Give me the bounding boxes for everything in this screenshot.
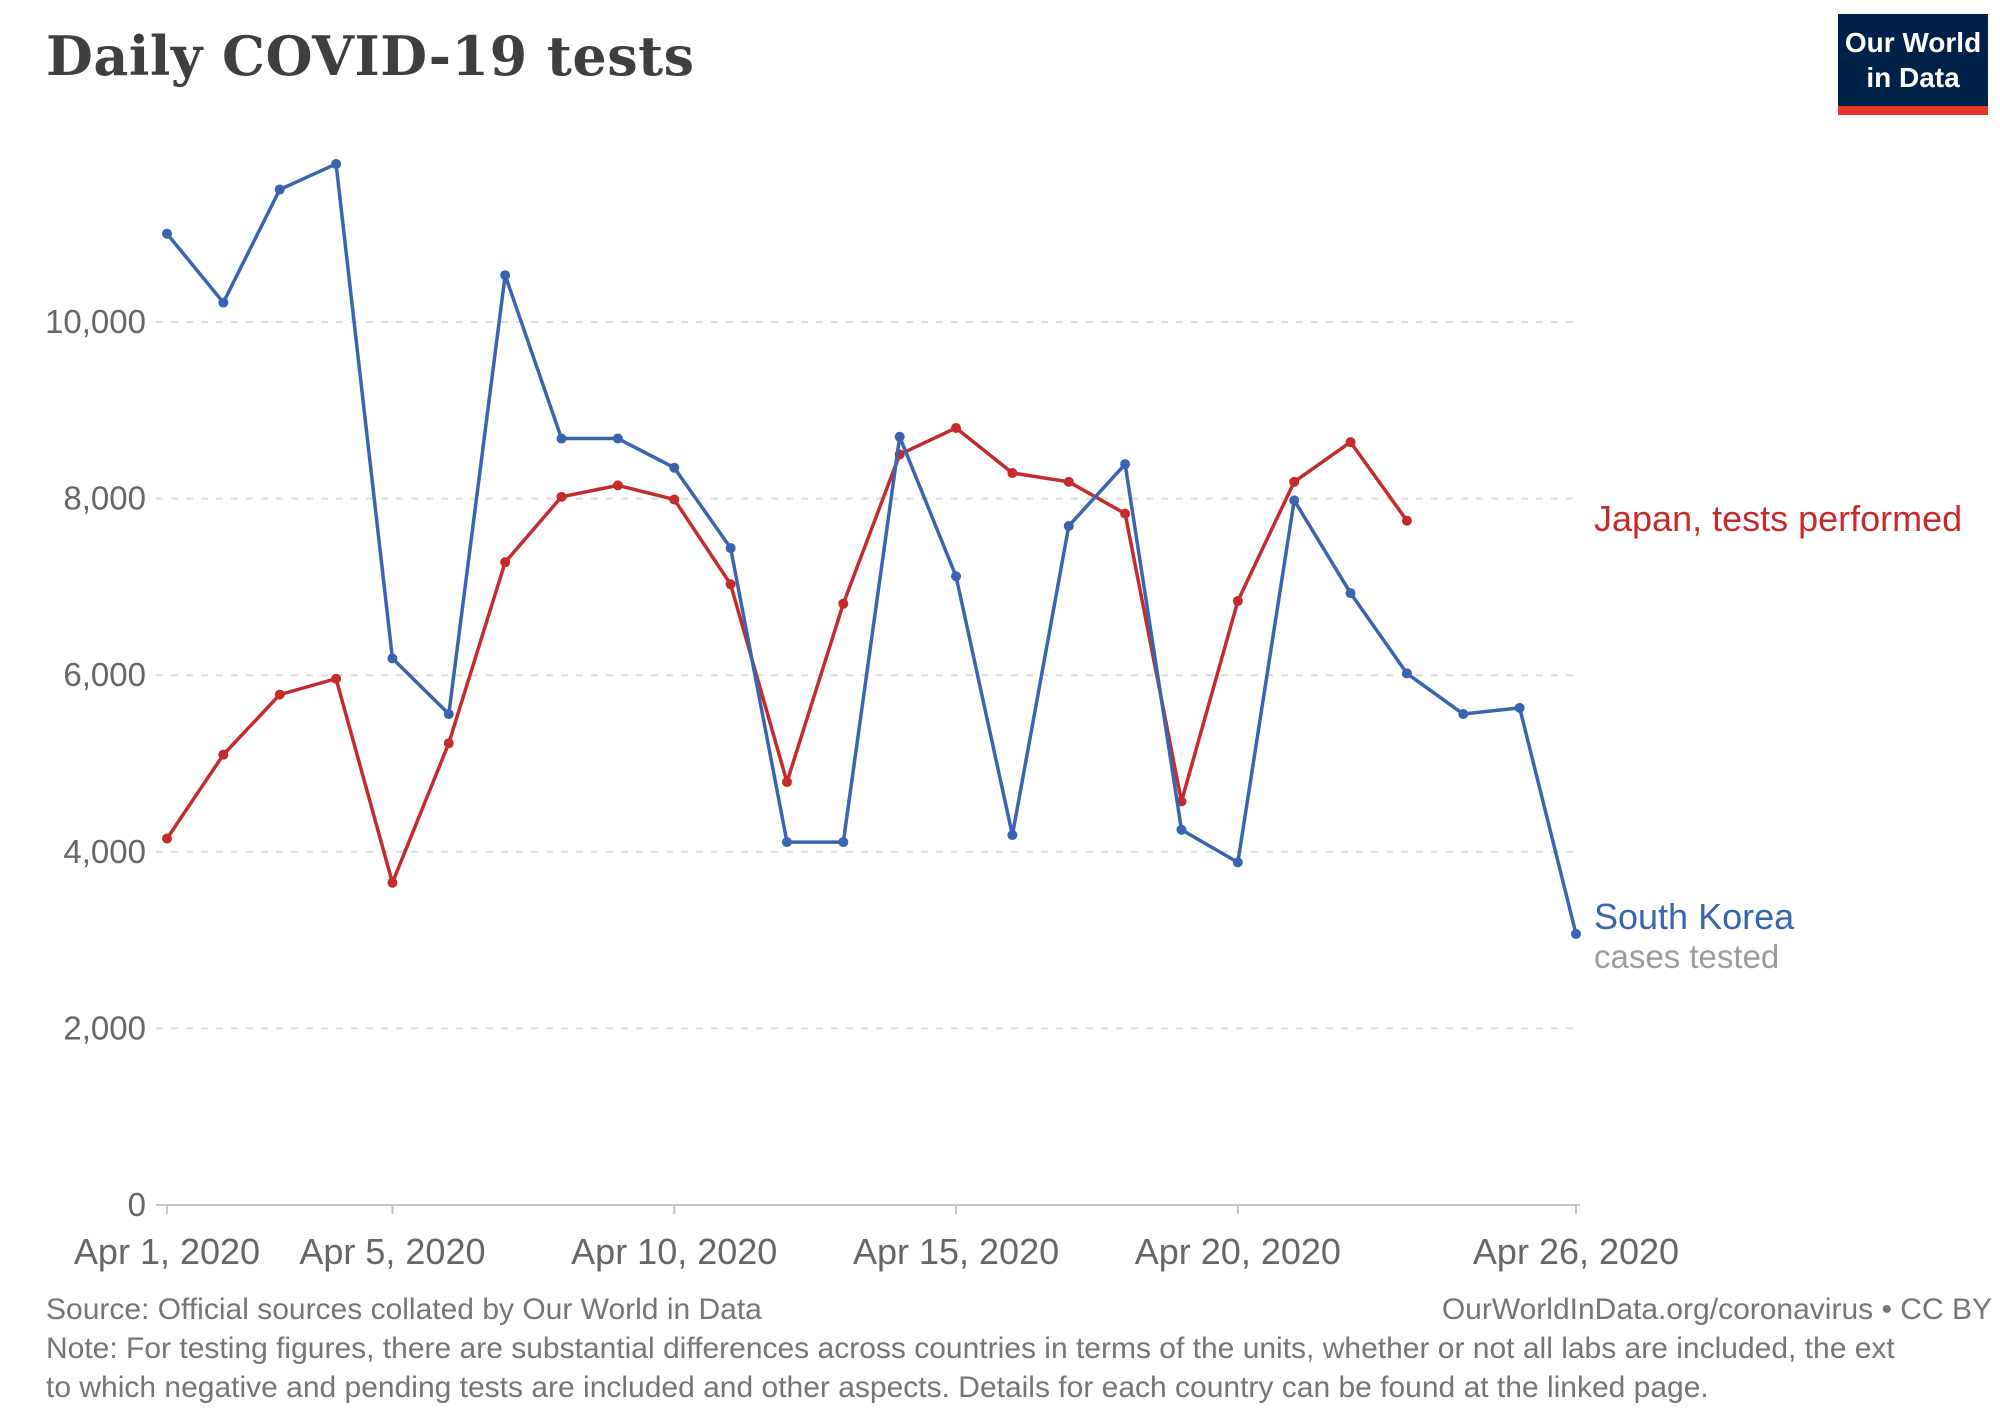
data-point-japan[interactable] [1063, 476, 1074, 487]
data-point-south-korea[interactable] [1176, 824, 1187, 835]
series-line-south-korea [165, 162, 1578, 936]
data-point-south-korea[interactable] [838, 837, 849, 848]
data-point-japan[interactable] [218, 749, 229, 760]
owid-logo-line1: Our World [1844, 27, 1982, 58]
footer-row: Source: Official sources collated by Our… [46, 1290, 2000, 1329]
data-point-japan[interactable] [1007, 467, 1018, 478]
x-axis-label: Apr 15, 2020 [853, 1231, 1059, 1272]
data-point-south-korea[interactable] [1120, 459, 1131, 470]
data-point-south-korea[interactable] [781, 837, 792, 848]
data-point-south-korea[interactable] [951, 571, 962, 582]
data-point-japan[interactable] [1120, 508, 1131, 519]
data-point-japan[interactable] [162, 833, 172, 844]
data-point-south-korea[interactable] [1514, 702, 1525, 713]
data-point-japan[interactable] [781, 777, 792, 788]
data-point-south-korea[interactable] [669, 462, 680, 473]
y-axis-label: 0 [128, 1186, 146, 1223]
data-point-south-korea[interactable] [1345, 588, 1356, 599]
data-point-south-korea[interactable] [1571, 928, 1581, 939]
owid-logo-line2: in Data [1866, 62, 1960, 93]
data-point-japan[interactable] [1289, 476, 1300, 487]
x-axis-label: Apr 20, 2020 [1135, 1231, 1341, 1272]
data-point-south-korea[interactable] [556, 433, 567, 444]
data-point-south-korea[interactable] [1289, 495, 1300, 506]
y-axis-label: 6,000 [63, 656, 146, 693]
x-axis-label: Apr 1, 2020 [74, 1231, 260, 1272]
data-point-japan[interactable] [669, 494, 680, 505]
data-point-japan[interactable] [387, 877, 398, 888]
data-point-south-korea[interactable] [1232, 857, 1243, 868]
data-point-japan[interactable] [443, 738, 454, 749]
data-point-japan[interactable] [274, 689, 285, 700]
data-point-japan[interactable] [556, 491, 567, 502]
data-point-south-korea[interactable] [387, 653, 398, 664]
owid-logo[interactable]: Our World in Data [1838, 14, 1988, 115]
data-point-south-korea[interactable] [443, 709, 454, 720]
data-point-japan[interactable] [331, 673, 342, 684]
data-point-japan[interactable] [500, 557, 511, 568]
y-axis-label: 10,000 [45, 303, 146, 340]
data-point-japan[interactable] [1345, 437, 1356, 448]
y-axis-label: 4,000 [63, 833, 146, 870]
data-point-japan[interactable] [838, 598, 849, 609]
data-point-south-korea[interactable] [612, 433, 623, 444]
data-point-south-korea[interactable] [274, 184, 285, 195]
korea-series-sublabel: cases tested [1594, 938, 1780, 975]
note-line-1: Note: For testing figures, there are sub… [46, 1332, 1895, 1365]
data-point-south-korea[interactable] [1063, 520, 1074, 531]
data-point-south-korea[interactable] [162, 228, 172, 239]
data-point-japan[interactable] [612, 480, 623, 491]
note-line-2: to which negative and pending tests are … [46, 1371, 1709, 1404]
data-point-south-korea[interactable] [894, 431, 905, 442]
x-axis-label: Apr 5, 2020 [299, 1231, 485, 1272]
data-point-japan[interactable] [951, 422, 962, 433]
series-line-japan [165, 426, 1409, 885]
data-point-south-korea[interactable] [1401, 668, 1412, 679]
data-point-south-korea[interactable] [331, 158, 342, 169]
japan-series-label: Japan, tests performed [1594, 498, 1963, 539]
page-title: Daily COVID-19 tests [46, 24, 695, 88]
x-axis-label: Apr 26, 2020 [1473, 1231, 1679, 1272]
data-point-south-korea[interactable] [218, 297, 229, 308]
data-point-japan[interactable] [725, 579, 736, 590]
y-axis-label: 8,000 [63, 480, 146, 517]
data-point-south-korea[interactable] [725, 543, 736, 554]
data-point-south-korea[interactable] [500, 270, 511, 281]
korea-series-label: South Korea [1594, 896, 1795, 937]
data-point-japan[interactable] [1232, 596, 1243, 607]
data-point-south-korea[interactable] [1458, 709, 1469, 720]
chart-footer: Source: Official sources collated by Our… [46, 1290, 2000, 1407]
x-axis-label: Apr 10, 2020 [571, 1231, 777, 1272]
attribution-link[interactable]: OurWorldInData.org/coronavirus • CC BY [1441, 1293, 1992, 1326]
y-axis-label: 2,000 [63, 1009, 146, 1046]
data-point-japan[interactable] [1401, 515, 1412, 526]
data-point-south-korea[interactable] [1007, 830, 1018, 841]
source-text: Source: Official sources collated by Our… [46, 1293, 762, 1326]
